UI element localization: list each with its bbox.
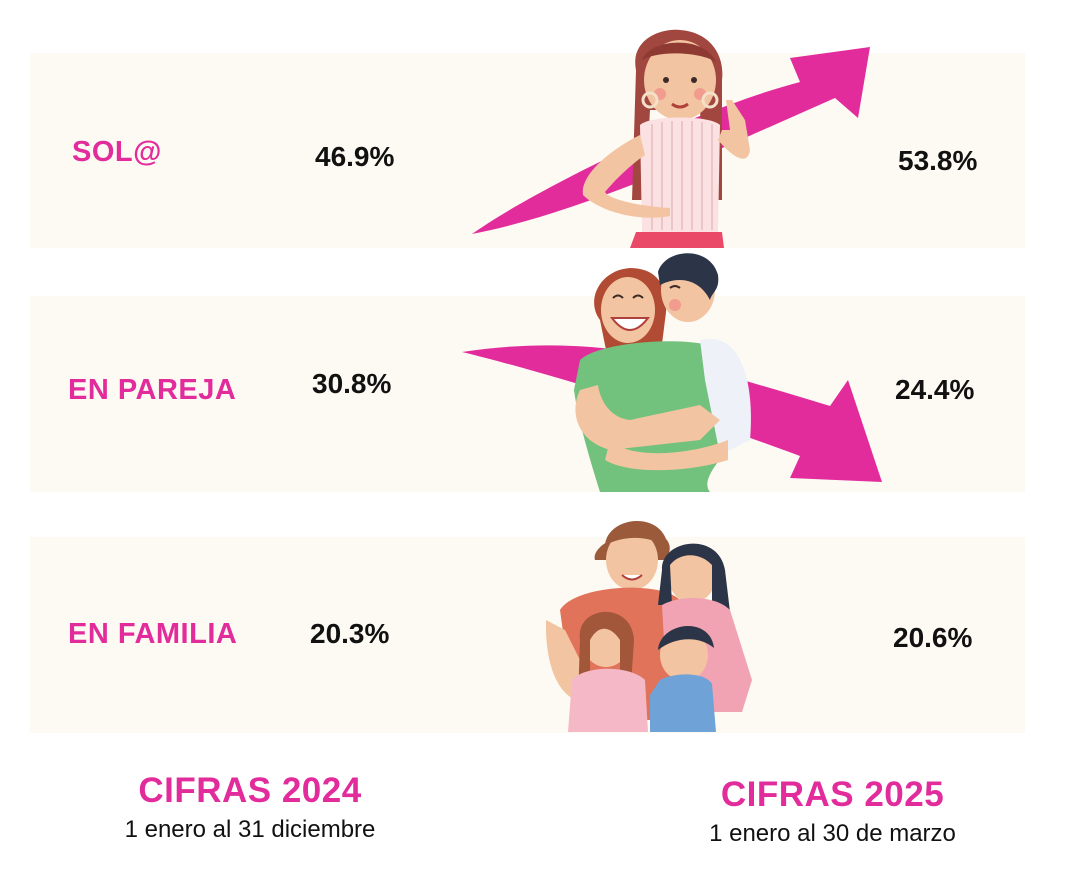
woman-pointing-illustration bbox=[582, 29, 750, 248]
category-label-familia: EN FAMILIA bbox=[68, 618, 238, 650]
trend-down-arrow-icon bbox=[462, 345, 882, 482]
category-label-sola: SOL@ bbox=[72, 136, 162, 168]
period-range-2025: 1 enero al 30 de marzo bbox=[709, 820, 956, 847]
value-2025-pareja: 24.4% bbox=[895, 374, 975, 405]
value-2024-pareja: 30.8% bbox=[312, 368, 392, 399]
value-2024-familia: 20.3% bbox=[310, 618, 390, 649]
category-label-pareja: EN PAREJA bbox=[68, 374, 237, 406]
period-title-2024: CIFRAS 2024 bbox=[138, 771, 362, 810]
value-2025-familia: 20.6% bbox=[893, 622, 973, 653]
period-range-2024: 1 enero al 31 diciembre bbox=[124, 816, 376, 843]
value-2024-sola: 46.9% bbox=[315, 141, 395, 172]
period-title-2025: CIFRAS 2025 bbox=[720, 775, 945, 814]
family-illustration bbox=[545, 520, 752, 732]
row-familia-background bbox=[30, 537, 1025, 733]
couple-hugging-illustration bbox=[574, 253, 751, 492]
value-2025-sola: 53.8% bbox=[898, 145, 978, 176]
